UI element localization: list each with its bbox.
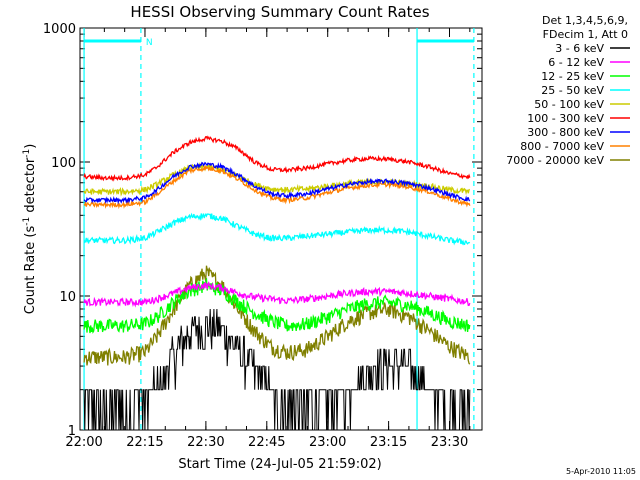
legend-header: FDecim 1, Att 0 (543, 28, 628, 41)
series-line (83, 161, 471, 205)
y-tick-label: 1000 (43, 22, 76, 37)
chart-title: HESSI Observing Summary Count Rates (130, 3, 429, 21)
x-tick-label: 23:00 (309, 435, 346, 450)
x-tick-label: 23:15 (370, 435, 407, 450)
x-tick-label: 22:15 (126, 435, 163, 450)
y-tick-label: 100 (51, 156, 76, 171)
x-tick-label: 22:00 (65, 435, 102, 450)
x-tick-label: 22:30 (187, 435, 224, 450)
x-tick-label: 22:45 (248, 435, 285, 450)
legend-entry-label: 100 - 300 keV (527, 112, 604, 125)
legend-entry-label: 7000 - 20000 keV (506, 154, 604, 167)
legend-entry-label: 12 - 25 keV (541, 70, 604, 83)
series-line (83, 265, 471, 366)
legend-entry-label: 6 - 12 keV (548, 56, 604, 69)
observing-flag-label: N (146, 38, 153, 48)
y-tick-label: 10 (59, 290, 76, 305)
timestamp: 5-Apr-2010 11:05 (566, 467, 636, 476)
series-line (83, 277, 471, 334)
legend-entry-label: 25 - 50 keV (541, 84, 604, 97)
plot-area: 1 10 100 1000 22:00 22:15 22:30 22:45 23:00 23:15… (43, 22, 483, 450)
legend-entry-label: 800 - 7000 keV (520, 140, 604, 153)
y-tick-label: 1 (68, 424, 76, 439)
legend: Det 1,3,4,5,6,9,FDecim 1, Att 03 - 6 keV… (506, 14, 630, 167)
series-line (83, 308, 471, 431)
series-line (83, 212, 471, 246)
series-line (83, 164, 471, 210)
x-axis-label: Start Time (24-Jul-05 21:59:02) (178, 457, 381, 472)
x-tick-label: 23:30 (431, 435, 468, 450)
legend-entry-label: 3 - 6 keV (555, 42, 604, 55)
series-line (83, 135, 471, 182)
y-axis-label: Count Rate (s-1 detector-1) (22, 144, 38, 315)
series-line (83, 280, 471, 308)
legend-header: Det 1,3,4,5,6,9, (542, 14, 628, 27)
legend-entry-label: 50 - 100 keV (534, 98, 604, 111)
legend-entry-label: 300 - 800 keV (527, 126, 604, 139)
